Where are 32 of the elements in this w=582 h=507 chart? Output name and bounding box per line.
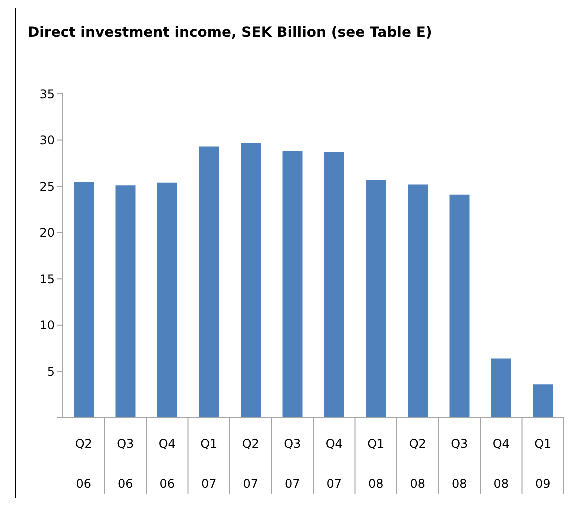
bar <box>282 151 303 418</box>
y-tick-label: 10 <box>40 318 55 333</box>
category-label: Q4 08 <box>492 437 510 491</box>
category-label: Q3 07 <box>284 437 302 491</box>
category-label: Q3 08 <box>451 437 468 491</box>
category-label: Q1 09 <box>534 437 552 491</box>
y-tick-label: 15 <box>40 272 55 286</box>
y-tick-label: 20 <box>40 226 55 240</box>
category-label: Q2 06 <box>75 437 92 491</box>
y-tick-label: 25 <box>40 180 55 194</box>
bar <box>74 182 94 418</box>
bar <box>241 143 261 418</box>
bar <box>116 186 136 418</box>
y-tick-label: 30 <box>40 134 55 148</box>
category-label: Q3 06 <box>117 437 134 491</box>
bar <box>199 146 220 418</box>
bar <box>158 182 178 418</box>
chart-title: Direct investment income, SEK Billion (see Table E) <box>28 25 432 41</box>
bar <box>450 194 470 418</box>
y-tick-label: 35 <box>40 87 55 102</box>
bar <box>366 180 386 418</box>
category-label: Q1 08 <box>368 437 385 491</box>
category-label: Q4 07 <box>326 437 343 491</box>
y-tick-label: 5 <box>47 364 55 379</box>
category-label: Q1 07 <box>200 437 218 491</box>
category-label: Q2 08 <box>409 437 426 491</box>
bar <box>533 384 554 418</box>
bar <box>324 152 344 418</box>
bar <box>408 184 428 418</box>
category-label: Q4 06 <box>158 437 176 491</box>
bar <box>492 358 512 418</box>
category-label: Q2 07 <box>242 437 260 491</box>
